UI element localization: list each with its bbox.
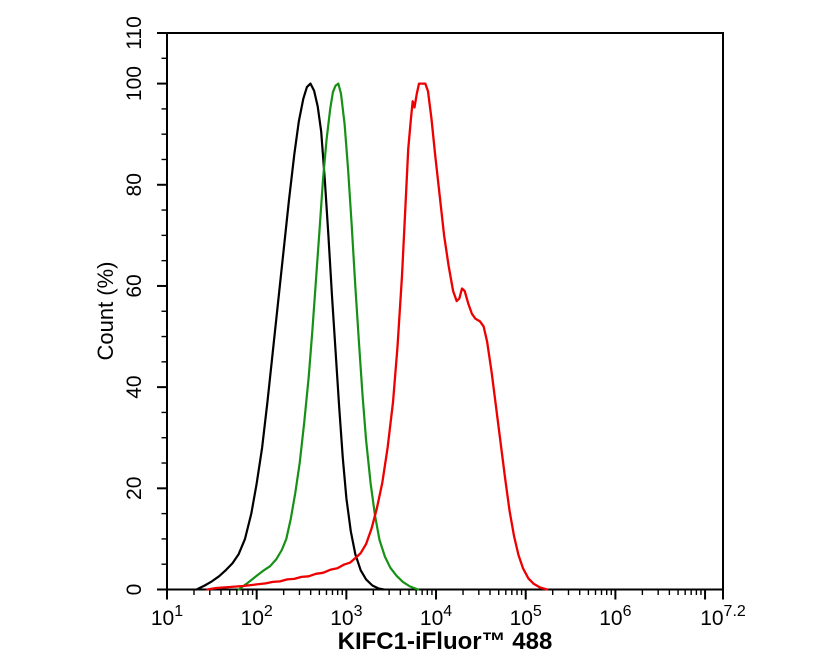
y-tick-label: 110 xyxy=(123,16,146,49)
green-histogram-curve xyxy=(237,82,420,591)
x-tick-label: 104 xyxy=(420,603,452,630)
x-tick-label: 105 xyxy=(510,603,542,630)
x-axis-title: KIFC1-iFluor™ 488 xyxy=(337,628,553,655)
y-tick-label: 100 xyxy=(123,66,146,101)
y-tick-label: 0 xyxy=(123,584,146,596)
y-tick-label: 60 xyxy=(123,274,146,297)
y-tick-label: 80 xyxy=(123,173,146,196)
x-tick-label: 106 xyxy=(599,603,631,630)
y-tick-label: 20 xyxy=(123,477,146,500)
y-tick-label: 40 xyxy=(123,375,146,398)
red-histogram-curve xyxy=(206,82,549,591)
x-tick-label: 107.2 xyxy=(700,603,746,630)
plot-frame xyxy=(166,32,724,591)
x-tick-label: 102 xyxy=(241,603,273,630)
x-tick-label: 101 xyxy=(151,603,183,630)
x-tick-label: 103 xyxy=(330,603,362,630)
y-axis-title: Count (%) xyxy=(93,261,118,361)
black-histogram-curve xyxy=(195,82,386,591)
